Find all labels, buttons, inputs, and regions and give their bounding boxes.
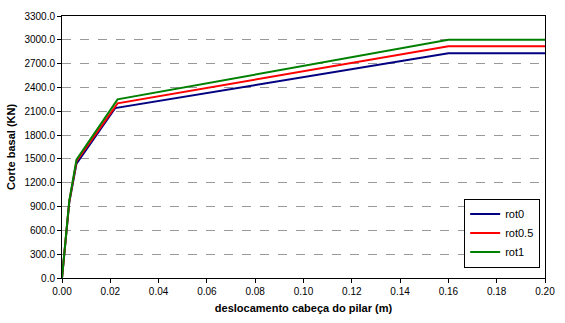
svg-text:0.16: 0.16 [439,286,459,297]
svg-text:2700.0: 2700.0 [24,58,55,69]
svg-text:600.0: 600.0 [30,225,55,236]
svg-text:1800.0: 1800.0 [24,130,55,141]
svg-text:Corte basal (KN): Corte basal (KN) [5,104,17,191]
svg-text:0.02: 0.02 [101,286,121,297]
svg-text:rot0: rot0 [505,208,524,220]
svg-text:0.04: 0.04 [149,286,169,297]
svg-text:300.0: 300.0 [30,249,55,260]
svg-text:1500.0: 1500.0 [24,153,55,164]
svg-text:0.12: 0.12 [342,286,362,297]
svg-text:0.08: 0.08 [245,286,265,297]
svg-text:0.20: 0.20 [535,286,555,297]
svg-text:2100.0: 2100.0 [24,106,55,117]
svg-text:rot1: rot1 [505,246,524,258]
svg-text:3300.0: 3300.0 [24,11,55,22]
svg-text:0.06: 0.06 [197,286,217,297]
svg-text:3000.0: 3000.0 [24,34,55,45]
svg-text:0.18: 0.18 [487,286,507,297]
svg-text:deslocamento cabeça do pilar (: deslocamento cabeça do pilar (m) [215,302,393,314]
svg-text:2400.0: 2400.0 [24,82,55,93]
svg-text:900.0: 900.0 [30,201,55,212]
svg-text:0.00: 0.00 [52,286,72,297]
svg-text:0.10: 0.10 [294,286,314,297]
svg-text:rot0.5: rot0.5 [505,227,533,239]
svg-text:1200.0: 1200.0 [24,177,55,188]
svg-text:0.0: 0.0 [41,273,55,284]
svg-text:0.14: 0.14 [390,286,410,297]
